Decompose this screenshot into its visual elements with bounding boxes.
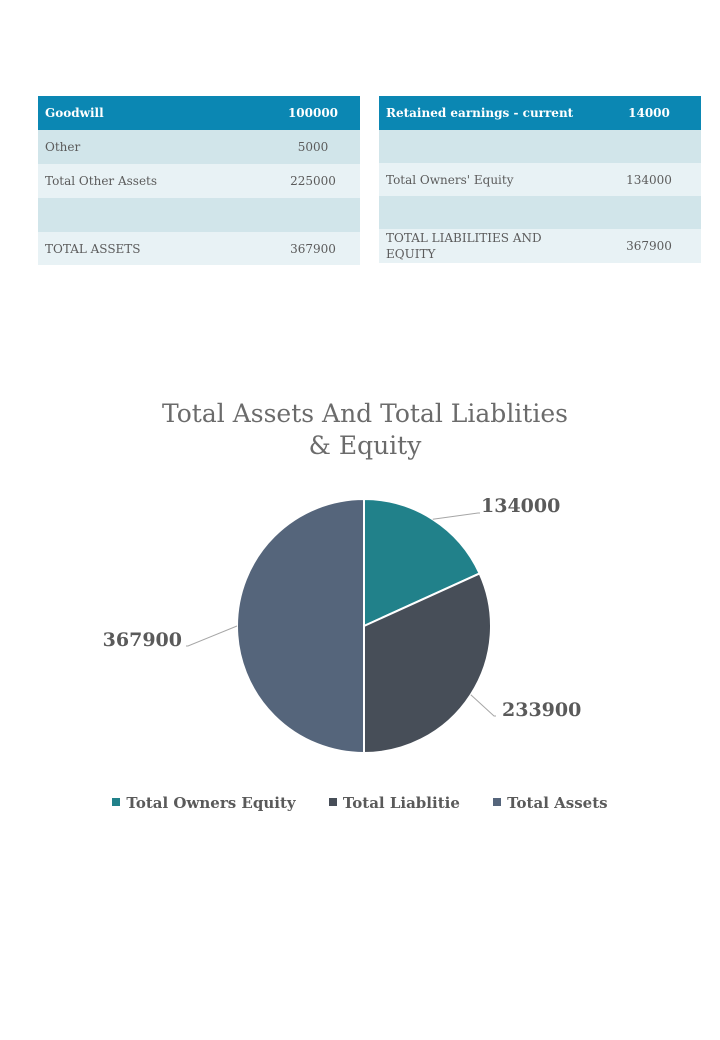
table-row: Other 5000	[38, 130, 360, 164]
table-row: TOTAL LIABILITIES AND EQUITY 367900	[379, 229, 701, 263]
table-row-empty	[38, 198, 360, 232]
leader-line	[432, 512, 480, 520]
empty-cell	[597, 196, 701, 229]
total-liabilities-equity-value: 367900	[597, 229, 701, 263]
empty-cell	[38, 198, 266, 232]
legend-label: Total Liablitie	[342, 794, 460, 812]
table-header-row: Retained earnings - current 14000	[379, 96, 701, 130]
goodwill-value: 100000	[266, 96, 360, 130]
legend-swatch	[328, 798, 337, 806]
table-row-empty	[379, 196, 701, 229]
empty-cell	[266, 198, 360, 232]
leader-line	[470, 694, 496, 717]
total-owners-equity-label: Total Owners' Equity	[379, 163, 597, 196]
data-label: 134000	[481, 495, 560, 517]
legend-swatch	[112, 798, 121, 806]
legend-swatch	[493, 798, 502, 806]
data-label: 233900	[502, 699, 581, 721]
total-liabilities-equity-label: TOTAL LIABILITIES AND EQUITY	[379, 229, 597, 263]
empty-cell	[379, 130, 597, 163]
other-value: 5000	[266, 130, 360, 164]
retained-earnings-label: Retained earnings - current	[379, 96, 597, 130]
liabilities-equity-table: Retained earnings - current 14000 Total …	[379, 96, 701, 263]
table-row: Total Owners' Equity 134000	[379, 163, 701, 196]
table-row: TOTAL ASSETS 367900	[38, 232, 360, 265]
other-label: Other	[38, 130, 266, 164]
empty-cell	[379, 196, 597, 229]
pie-slice	[363, 572, 492, 755]
retained-earnings-value: 14000	[597, 96, 701, 130]
data-label: 367900	[103, 629, 182, 651]
assets-table: Goodwill 100000 Other 5000 Total Other A…	[38, 96, 360, 265]
table-row: Total Other Assets 225000	[38, 164, 360, 198]
total-other-assets-label: Total Other Assets	[38, 164, 266, 198]
chart-legend: Total Owners Equity Total Liablitie Tota…	[0, 794, 720, 812]
total-other-assets-value: 225000	[266, 164, 360, 198]
pie-slice	[363, 497, 481, 628]
leader-line	[186, 625, 238, 647]
total-assets-value: 367900	[266, 232, 360, 265]
empty-cell	[597, 130, 701, 163]
total-owners-equity-value: 134000	[597, 163, 701, 196]
pie-slice	[236, 497, 365, 755]
legend-item: Total Assets	[493, 794, 608, 812]
table-header-row: Goodwill 100000	[38, 96, 360, 130]
chart-title: Total Assets And Total Liablities & Equi…	[162, 399, 568, 460]
legend-item: Total Owners Equity	[112, 794, 296, 812]
goodwill-label: Goodwill	[38, 96, 266, 130]
legend-label: Total Owners Equity	[126, 794, 296, 812]
table-row-empty	[379, 130, 701, 163]
legend-item: Total Liablitie	[328, 794, 460, 812]
total-assets-label: TOTAL ASSETS	[38, 232, 266, 265]
legend-label: Total Assets	[507, 794, 608, 812]
